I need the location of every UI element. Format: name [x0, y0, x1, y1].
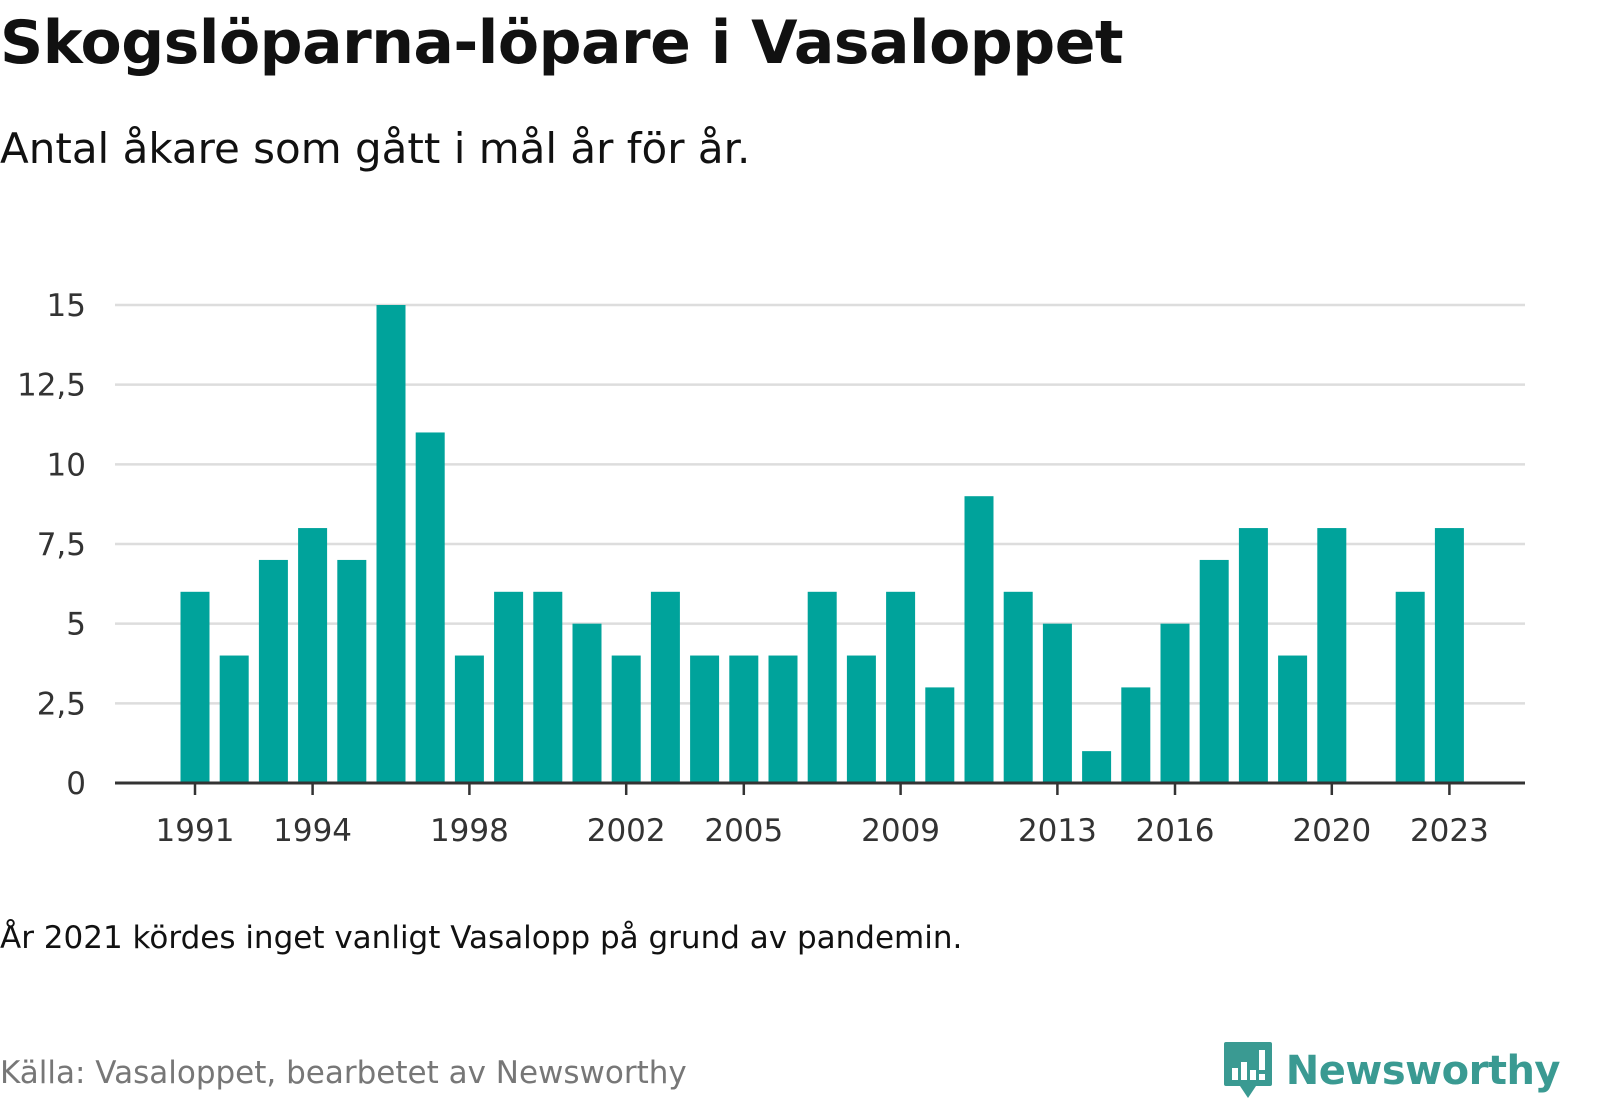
bar-2001	[572, 623, 602, 783]
bar-2014	[1082, 751, 1112, 783]
bar-2003	[650, 591, 680, 783]
x-tick-label: 1994	[273, 813, 352, 849]
bar-1991	[180, 591, 210, 783]
bar-2015	[1121, 687, 1151, 783]
bar-1997	[415, 432, 445, 783]
x-tick-label: 2002	[587, 813, 666, 849]
axes: 0 2,5 5 7,5 10 12,5 15 1991 1994 1998 2002 2005 2009…	[17, 288, 1525, 849]
x-tick-label: 1991	[156, 813, 235, 849]
chart-title: Skogslöparna-löpare i Vasaloppet	[0, 8, 1124, 78]
y-tick-label: 0	[66, 766, 86, 802]
bar-2006	[768, 655, 798, 783]
brand-logo: Newsworthy	[1222, 1040, 1561, 1102]
bar-2000	[533, 591, 563, 783]
bar-2010	[925, 687, 955, 783]
bar-2012	[1003, 591, 1033, 783]
bar-1998	[454, 655, 484, 783]
bar-2011	[964, 496, 994, 783]
x-tick-label: 2023	[1410, 813, 1489, 849]
bar-1993	[258, 559, 288, 783]
source-text: Källa: Vasaloppet, bearbetet av Newswort…	[0, 1055, 687, 1091]
x-tick-label: 2005	[704, 813, 783, 849]
bar-2020	[1317, 528, 1347, 783]
bar-1999	[494, 591, 524, 783]
y-tick-label: 12,5	[17, 368, 86, 404]
x-tick-label: 2020	[1292, 813, 1371, 849]
chart-note: År 2021 kördes inget vanligt Vasalopp på…	[0, 920, 963, 956]
bar-2018	[1238, 528, 1268, 783]
y-tick-label: 5	[66, 607, 86, 643]
brand-name: Newsworthy	[1285, 1048, 1561, 1094]
bar-2005	[729, 655, 759, 783]
bar-2013	[1042, 623, 1072, 783]
bar-1992	[219, 655, 249, 783]
bars	[180, 305, 1464, 783]
y-tick-label: 7,5	[37, 527, 86, 563]
bar-2002	[611, 655, 641, 783]
chart-subtitle: Antal åkare som gått i mål år för år.	[0, 124, 751, 173]
bar-2019	[1278, 655, 1308, 783]
x-tick-label: 2009	[861, 813, 940, 849]
bar-2016	[1160, 623, 1190, 783]
bar-1994	[298, 528, 328, 783]
y-tick-label: 2,5	[37, 686, 86, 722]
y-tick-label: 10	[47, 447, 86, 483]
bar-2004	[690, 655, 720, 783]
bar-2017	[1199, 559, 1229, 783]
bar-2009	[886, 591, 916, 783]
bar-2022	[1395, 591, 1425, 783]
newsworthy-logo-icon	[1223, 1042, 1272, 1098]
y-tick-label: 15	[47, 288, 86, 324]
bar-1996	[376, 305, 406, 783]
bar-2007	[807, 591, 837, 783]
x-tick-label: 2013	[1018, 813, 1097, 849]
bar-chart: 0 2,5 5 7,5 10 12,5 15 1991 1994 1998 2002 2005 2009…	[17, 288, 1525, 849]
x-tick-label: 2016	[1136, 813, 1215, 849]
bar-2023	[1434, 528, 1464, 783]
bar-2008	[846, 655, 876, 783]
bar-1995	[337, 559, 367, 783]
x-tick-label: 1998	[430, 813, 509, 849]
